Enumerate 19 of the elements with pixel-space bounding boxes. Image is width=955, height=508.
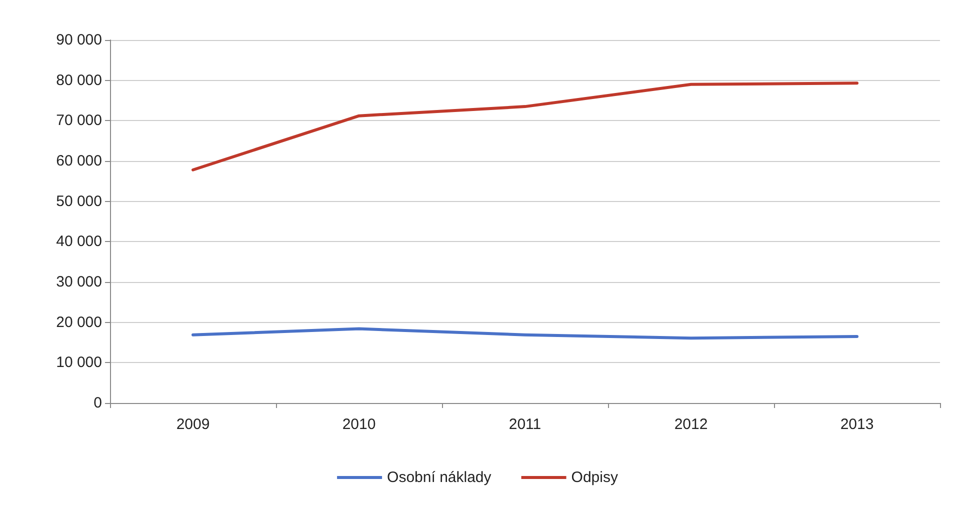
x-tick-label: 2009	[176, 416, 210, 433]
line-series	[192, 327, 858, 340]
y-tick-label: 90 000	[56, 32, 102, 48]
y-tick-label: 30 000	[56, 274, 102, 290]
y-tick-label: 60 000	[56, 152, 102, 170]
y-tick-label: 0	[94, 394, 102, 412]
y-tick-label: 20 000	[56, 314, 102, 331]
x-tick-label: 2012	[674, 416, 708, 433]
x-tick-label: 2013	[840, 416, 874, 433]
y-tick-label: 40 000	[56, 233, 102, 250]
y-tick-label: 10 000	[56, 354, 102, 372]
line-series	[192, 82, 858, 172]
y-tick-label: 70 000	[56, 112, 102, 130]
y-tick-label: 50 000	[56, 192, 102, 210]
y-tick-label: 80 000	[56, 72, 102, 89]
x-tick-label: 2011	[508, 416, 542, 433]
legend-label: Odpisy	[571, 469, 618, 486]
x-tick-label: 2010	[342, 416, 376, 433]
legend-label: Osobní náklady	[387, 469, 492, 486]
